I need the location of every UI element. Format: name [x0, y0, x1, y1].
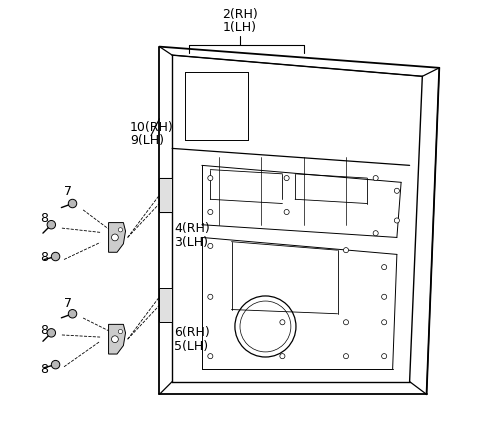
Circle shape	[280, 354, 285, 359]
Circle shape	[382, 354, 387, 359]
Circle shape	[47, 220, 56, 229]
Circle shape	[118, 228, 122, 232]
Circle shape	[382, 294, 387, 299]
Text: 2(RH): 2(RH)	[222, 8, 258, 21]
Polygon shape	[159, 288, 172, 322]
Circle shape	[382, 265, 387, 270]
Text: 1(LH): 1(LH)	[223, 21, 257, 34]
Text: 4(RH): 4(RH)	[174, 223, 210, 235]
Circle shape	[208, 209, 213, 215]
Polygon shape	[108, 324, 126, 354]
Circle shape	[51, 252, 60, 261]
Text: 5(LH): 5(LH)	[174, 340, 208, 353]
Circle shape	[111, 234, 118, 241]
Text: 8: 8	[40, 251, 48, 264]
Circle shape	[284, 176, 289, 181]
Circle shape	[68, 199, 77, 208]
Text: 8: 8	[40, 212, 48, 225]
Circle shape	[373, 176, 378, 181]
Circle shape	[344, 354, 348, 359]
Circle shape	[208, 354, 213, 359]
Circle shape	[395, 218, 399, 223]
Circle shape	[344, 320, 348, 325]
Text: 8: 8	[40, 363, 48, 376]
Circle shape	[111, 336, 118, 343]
Text: 8: 8	[40, 324, 48, 337]
Circle shape	[208, 294, 213, 299]
Text: 3(LH): 3(LH)	[174, 236, 208, 249]
Polygon shape	[108, 223, 126, 252]
Circle shape	[373, 231, 378, 236]
Text: 7: 7	[64, 185, 72, 198]
Circle shape	[382, 320, 387, 325]
Text: 7: 7	[64, 297, 72, 310]
Circle shape	[395, 188, 399, 193]
Circle shape	[68, 310, 77, 318]
Circle shape	[51, 360, 60, 369]
Polygon shape	[159, 178, 172, 212]
Circle shape	[47, 329, 56, 337]
Circle shape	[208, 176, 213, 181]
Circle shape	[344, 248, 348, 253]
Text: 10(RH): 10(RH)	[130, 121, 173, 134]
Circle shape	[118, 329, 122, 334]
Circle shape	[284, 209, 289, 215]
Circle shape	[208, 243, 213, 248]
Text: 6(RH): 6(RH)	[174, 326, 210, 339]
Circle shape	[280, 320, 285, 325]
Text: 9(LH): 9(LH)	[130, 134, 164, 147]
